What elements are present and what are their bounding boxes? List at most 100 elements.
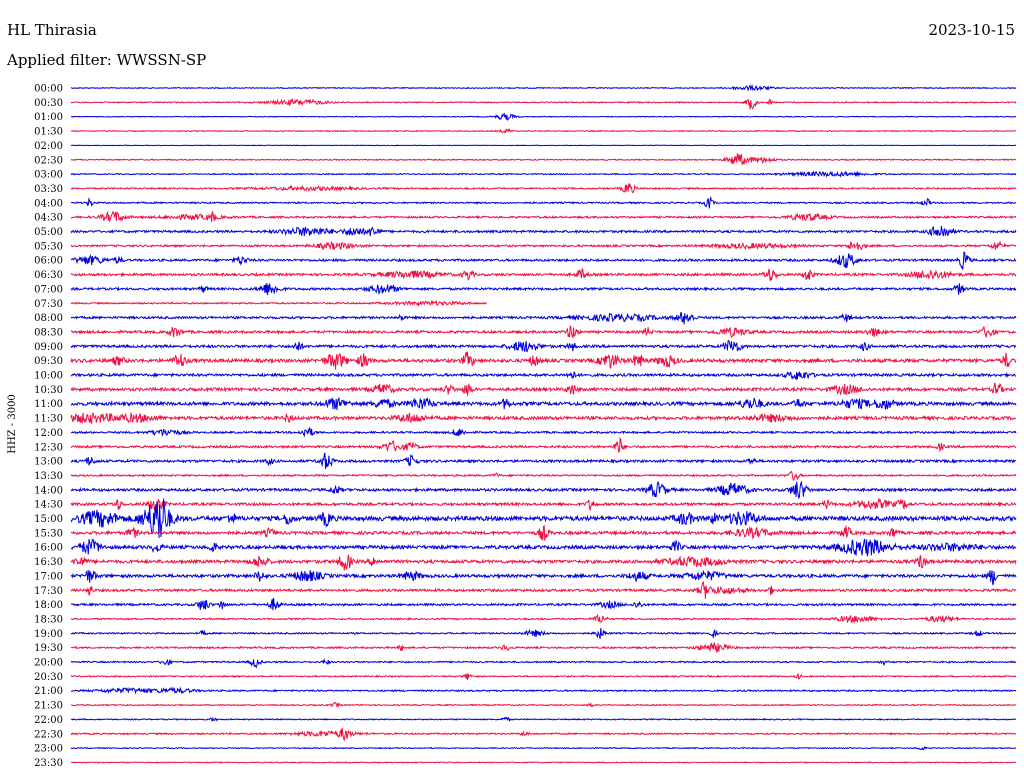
time-label-0300: 03:00 — [34, 170, 63, 181]
trace-row-1730 — [70, 581, 1017, 599]
trace-row-2000 — [70, 658, 1017, 669]
trace-row-0630 — [70, 267, 1017, 282]
trace-row-1630 — [70, 554, 1017, 571]
time-label-1900: 19:00 — [34, 629, 63, 640]
time-label-1830: 18:30 — [34, 614, 63, 625]
time-label-0430: 04:30 — [34, 213, 63, 224]
time-label-0900: 09:00 — [34, 342, 63, 353]
trace-row-0130 — [70, 128, 1017, 134]
trace-row-1030 — [70, 382, 1017, 396]
time-label-2100: 21:00 — [34, 686, 63, 697]
time-label-2230: 22:30 — [34, 729, 63, 740]
trace-row-0700 — [70, 283, 1017, 296]
time-label-1400: 14:00 — [34, 485, 63, 496]
trace-row-1600 — [70, 538, 1017, 557]
trace-row-0100 — [70, 112, 1017, 121]
trace-row-0600 — [70, 251, 1017, 270]
trace-row-0400 — [70, 195, 1017, 209]
time-label-1200: 12:00 — [34, 428, 63, 439]
trace-row-1900 — [70, 627, 1017, 639]
time-label-1230: 12:30 — [34, 442, 63, 453]
time-label-0930: 09:30 — [34, 356, 63, 367]
trace-row-2300 — [70, 746, 1017, 751]
trace-row-0900 — [70, 340, 1017, 353]
time-label-0230: 02:30 — [34, 155, 63, 166]
date-label: 2023-10-15 — [928, 21, 1015, 39]
time-label-0530: 05:30 — [34, 241, 63, 252]
time-label-1430: 14:30 — [34, 500, 63, 511]
time-label-0700: 07:00 — [34, 284, 63, 295]
time-label-2030: 20:30 — [34, 672, 63, 683]
time-label-0330: 03:30 — [34, 184, 63, 195]
time-label-1700: 17:00 — [34, 571, 63, 582]
trace-row-1500 — [70, 498, 1017, 539]
time-label-1800: 18:00 — [34, 600, 63, 611]
trace-row-1430 — [70, 497, 1017, 512]
trace-row-2200 — [70, 716, 1017, 722]
trace-row-0200 — [70, 144, 1017, 147]
time-label-1500: 15:00 — [34, 514, 63, 525]
time-label-2200: 22:00 — [34, 715, 63, 726]
trace-row-0500 — [70, 225, 1017, 237]
time-label-2000: 20:00 — [34, 658, 63, 669]
time-label-2330: 23:30 — [34, 758, 63, 769]
time-label-1130: 11:30 — [34, 414, 63, 425]
time-label-1100: 11:00 — [34, 399, 63, 410]
trace-row-1800 — [70, 597, 1017, 611]
time-label-0800: 08:00 — [34, 313, 63, 324]
time-label-1600: 16:00 — [34, 543, 63, 554]
trace-row-2030 — [70, 672, 1017, 680]
time-labels: 00:00 00:30 01:00 01:30 02:00 02:30 03:00 03:30… — [34, 84, 63, 769]
trace-row-2100 — [70, 686, 1017, 695]
time-label-0830: 08:30 — [34, 327, 63, 338]
time-label-1930: 19:30 — [34, 643, 63, 654]
trace-row-0430 — [70, 210, 1017, 223]
filter-label: Applied filter: WWSSN-SP — [7, 51, 207, 69]
time-label-2300: 23:00 — [34, 744, 63, 755]
trace-row-1530 — [70, 524, 1017, 541]
time-label-1300: 13:00 — [34, 457, 63, 468]
channel-label: HHZ - 3000 — [7, 394, 18, 454]
trace-row-0300 — [70, 170, 1017, 178]
time-label-1530: 15:30 — [34, 528, 63, 539]
trace-row-0230 — [70, 152, 1017, 166]
trace-row-2230 — [70, 727, 1017, 742]
time-label-0730: 07:30 — [34, 299, 63, 310]
time-label-0200: 02:00 — [34, 141, 63, 152]
trace-row-1200 — [70, 427, 1017, 438]
station-title: HL Thirasia — [7, 21, 97, 39]
trace-row-2130 — [70, 701, 1017, 709]
time-label-1030: 10:30 — [34, 385, 63, 396]
time-label-1000: 10:00 — [34, 371, 63, 382]
time-label-1330: 13:30 — [34, 471, 63, 482]
time-label-0630: 06:30 — [34, 270, 63, 281]
trace-row-0030 — [70, 97, 1017, 111]
time-label-0600: 06:00 — [34, 256, 63, 267]
trace-row-0330 — [70, 183, 1017, 194]
trace-row-1400 — [70, 480, 1017, 500]
trace-row-0000 — [70, 84, 1017, 92]
trace-row-1230 — [70, 436, 1017, 453]
trace-row-1300 — [70, 452, 1017, 470]
trace-row-2330 — [71, 761, 1017, 764]
time-label-0030: 00:30 — [34, 98, 63, 109]
trace-row-0730 — [70, 299, 488, 307]
trace-row-0800 — [70, 312, 1017, 325]
time-label-1630: 16:30 — [34, 557, 63, 568]
time-label-0500: 05:00 — [34, 227, 63, 238]
time-label-0000: 00:00 — [34, 84, 63, 95]
trace-row-0530 — [70, 240, 1017, 251]
trace-row-1930 — [70, 641, 1017, 654]
time-label-1730: 17:30 — [34, 586, 63, 597]
seismic-traces — [70, 84, 1017, 764]
time-label-0100: 01:00 — [34, 112, 63, 123]
trace-row-1000 — [70, 371, 1017, 381]
trace-row-0930 — [70, 351, 1017, 370]
time-label-2130: 21:30 — [34, 701, 63, 712]
trace-row-1700 — [70, 569, 1017, 586]
time-label-0400: 04:00 — [34, 198, 63, 209]
time-label-0130: 01:30 — [34, 127, 63, 138]
trace-row-1130 — [70, 411, 1017, 425]
trace-row-1100 — [70, 396, 1017, 411]
